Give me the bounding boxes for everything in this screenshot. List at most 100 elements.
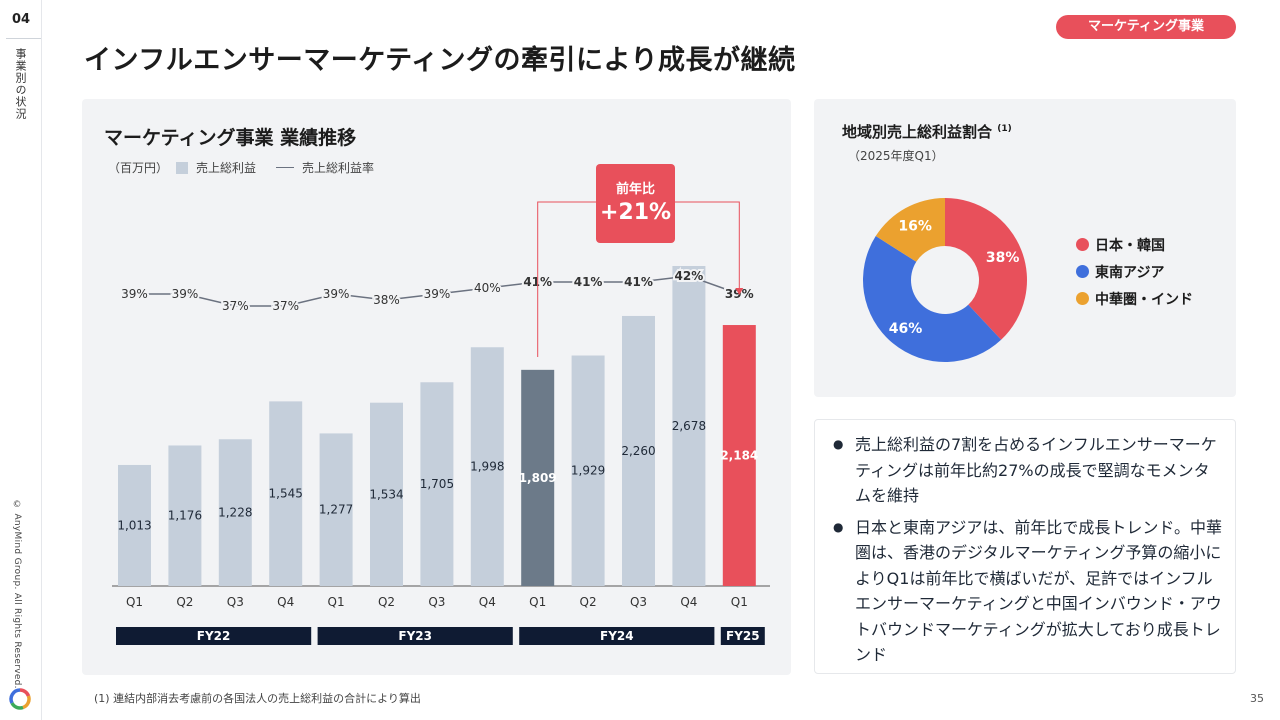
rate-label: 37% bbox=[272, 299, 299, 313]
x-tick-label: Q1 bbox=[529, 595, 546, 609]
pie-legend-item: 日本・韓国 bbox=[1076, 235, 1193, 254]
yoy-callout-box bbox=[596, 164, 675, 243]
rate-label: 40% bbox=[474, 281, 501, 295]
legend-dot-icon bbox=[1076, 292, 1089, 305]
rate-label: 41% bbox=[574, 275, 603, 289]
pie-legend-label: 東南アジア bbox=[1095, 264, 1165, 281]
bar bbox=[622, 315, 655, 586]
page-title: インフルエンサーマーケティングの牽引により成長が継続 bbox=[84, 45, 796, 76]
x-tick-label: Q2 bbox=[580, 595, 597, 609]
performance-chart-panel: マーケティング事業 業績推移 （百万円） 売上総利益 売上総利益率 1,013 Q… bbox=[82, 99, 791, 675]
bar-value-label: 1,176 bbox=[168, 509, 202, 523]
left-rail: 04 事業別の状況 © AnyMind Group. All Rights Re… bbox=[0, 0, 42, 720]
bar-value-label: 1,998 bbox=[470, 460, 504, 474]
rail-section-label: 事業別の状況 bbox=[14, 48, 27, 120]
x-tick-label: Q2 bbox=[176, 595, 193, 609]
bar-value-label: 1,277 bbox=[319, 503, 353, 517]
fiscal-year-band bbox=[116, 627, 312, 645]
rate-label: 42% bbox=[675, 269, 704, 283]
arrow-down-icon bbox=[735, 288, 744, 295]
bar-value-label: 1,228 bbox=[218, 506, 252, 520]
x-tick-label: Q4 bbox=[479, 595, 496, 609]
bar-value-label: 1,545 bbox=[269, 487, 303, 501]
company-logo-icon bbox=[9, 688, 31, 710]
fiscal-year-label: FY24 bbox=[600, 629, 634, 643]
rate-label: 39% bbox=[172, 287, 199, 301]
x-tick-label: Q1 bbox=[126, 595, 143, 609]
bar-value-label: 1,013 bbox=[117, 518, 151, 532]
bar bbox=[218, 439, 252, 586]
bar-value-label: 1,929 bbox=[571, 464, 605, 478]
chart-unit: （百万円） bbox=[108, 161, 169, 175]
donut-chart: 38% 46% 16% bbox=[863, 198, 1027, 362]
fiscal-year-band bbox=[720, 627, 765, 645]
pie-legend-item: 中華圏・インド bbox=[1076, 289, 1193, 308]
notes-list: 売上総利益の7割を占めるインフルエンサーマーケティングは前年比約27%の成長で堅… bbox=[833, 432, 1223, 674]
bar bbox=[722, 325, 756, 586]
pie-legend-label: 日本・韓国 bbox=[1095, 237, 1165, 254]
legend-bar-label: 売上総利益 bbox=[196, 161, 257, 175]
x-tick-label: Q3 bbox=[630, 595, 647, 609]
rate-label: 37% bbox=[222, 299, 249, 313]
yoy-callout-label: 前年比 bbox=[616, 181, 655, 197]
legend-line-swatch bbox=[276, 167, 295, 168]
x-tick-label: Q1 bbox=[731, 595, 748, 609]
legend-dot-icon bbox=[1076, 265, 1089, 278]
x-tick-label: Q4 bbox=[680, 595, 697, 609]
pie-slice bbox=[875, 198, 945, 262]
bar bbox=[269, 401, 303, 586]
bar-value-label: 1,705 bbox=[420, 477, 454, 491]
bar bbox=[571, 355, 605, 586]
pie-legend-item: 東南アジア bbox=[1076, 262, 1193, 281]
bar bbox=[319, 433, 353, 586]
bar-value-label: 1,809 bbox=[519, 471, 557, 485]
pie-slice-label: 16% bbox=[898, 219, 932, 235]
x-tick-label: Q1 bbox=[328, 595, 345, 609]
note-item: 売上総利益の7割を占めるインフルエンサーマーケティングは前年比約27%の成長で堅… bbox=[833, 432, 1223, 509]
pie-subtitle: （2025年度Q1） bbox=[848, 149, 944, 163]
chart-legend: （百万円） 売上総利益 売上総利益率 bbox=[108, 159, 374, 176]
x-tick-label: Q2 bbox=[378, 595, 395, 609]
yoy-callout-value: +21% bbox=[600, 200, 671, 225]
pie-legend-label: 中華圏・インド bbox=[1095, 291, 1193, 308]
rate-label: 39% bbox=[323, 287, 350, 301]
x-tick-label: Q4 bbox=[277, 595, 294, 609]
pie-slice-label: 46% bbox=[889, 321, 923, 337]
bar bbox=[370, 402, 403, 586]
page-number: 35 bbox=[1250, 692, 1264, 705]
x-tick-label: Q3 bbox=[227, 595, 244, 609]
rate-label: 41% bbox=[624, 275, 653, 289]
legend-line-label: 売上総利益率 bbox=[302, 161, 375, 175]
chart-title: マーケティング事業 業績推移 bbox=[104, 127, 357, 149]
bar bbox=[521, 369, 555, 586]
rail-border bbox=[41, 0, 42, 720]
region-pie-panel: 地域別売上総利益割合 (1) （2025年度Q1） 38% 46% 16% 日本・韓… bbox=[814, 99, 1236, 397]
bar-value-label: 2,260 bbox=[621, 444, 655, 458]
rate-line bbox=[134, 275, 740, 307]
bar-line-chart: 1,013 Q1 1,176 Q2 1,228 Q3 1,545 Q4 1,277 Q1 1,534… bbox=[112, 164, 770, 645]
pie-title-note: (1) bbox=[997, 124, 1012, 134]
footnote: (1) 連結内部消去考慮前の各国法人の売上総利益の合計により算出 bbox=[94, 692, 421, 705]
fiscal-year-label: FY25 bbox=[726, 629, 760, 643]
pie-slice bbox=[945, 198, 1027, 340]
bar-value-label: 2,184 bbox=[720, 449, 758, 463]
rate-label: 39% bbox=[121, 287, 148, 301]
note-item: 日本と東南アジアは、前年比で成長トレンド。中華圏は、香港のデジタルマーケティング… bbox=[833, 515, 1223, 668]
rail-divider-line bbox=[6, 38, 42, 39]
bar bbox=[118, 464, 151, 586]
section-badge: マーケティング事業 bbox=[1056, 15, 1236, 39]
legend-dot-icon bbox=[1076, 238, 1089, 251]
bar-value-label: 1,534 bbox=[369, 487, 403, 501]
notes-panel: 売上総利益の7割を占めるインフルエンサーマーケティングは前年比約27%の成長で堅… bbox=[814, 419, 1236, 674]
rate-label: 39% bbox=[424, 287, 451, 301]
bar bbox=[672, 266, 706, 586]
rate-label: 38% bbox=[373, 293, 400, 307]
legend-bar-swatch bbox=[176, 161, 189, 174]
bar bbox=[420, 382, 454, 586]
pie-slice-label: 38% bbox=[986, 250, 1020, 266]
bar-value-label: 2,678 bbox=[672, 419, 706, 433]
bar bbox=[470, 347, 504, 586]
fiscal-year-label: FY22 bbox=[197, 629, 231, 643]
pie-title: 地域別売上総利益割合 (1) bbox=[842, 121, 1012, 142]
pie-slice bbox=[863, 236, 1002, 362]
